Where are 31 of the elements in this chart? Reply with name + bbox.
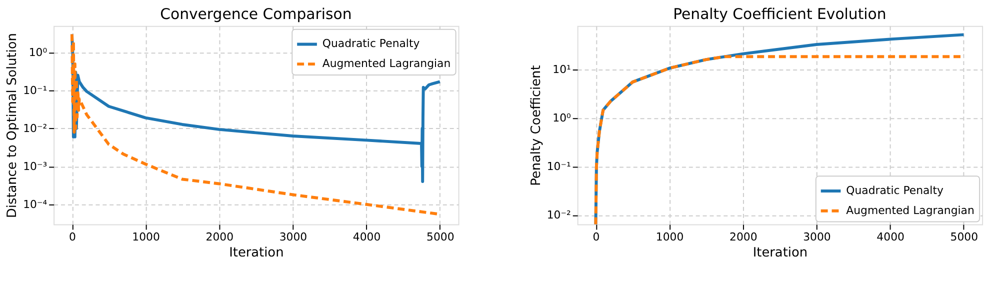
y-tick-label: 10⁻¹ <box>23 84 48 97</box>
legend-label: Augmented Lagrangian <box>322 57 451 70</box>
y-tick-label: 10⁻⁴ <box>23 198 48 211</box>
x-tick-label: 0 <box>592 230 600 244</box>
x-tick-label: 1000 <box>132 230 160 244</box>
x-tick-label: 4000 <box>876 230 904 244</box>
x-tick-label: 5000 <box>950 230 978 244</box>
y-tick-label: 10⁻² <box>23 122 48 135</box>
x-tick-label: 0 <box>68 230 76 244</box>
x-tick-label: 4000 <box>352 230 381 244</box>
y-tick-label: 10⁰ <box>28 46 48 59</box>
x-tick-label: 2000 <box>206 230 234 244</box>
y-axis-title: Penalty Coefficient <box>528 65 544 186</box>
x-tick-label: 1000 <box>656 230 684 244</box>
y-tick-label: 10⁻¹ <box>546 160 571 174</box>
x-tick-label: 3000 <box>279 230 308 244</box>
legend-label: Quadratic Penalty <box>322 37 420 50</box>
x-tick-label: 2000 <box>730 230 758 244</box>
x-axis-title: Iteration <box>752 246 808 260</box>
y-axis-title: Distance to Optimal Solution <box>5 33 20 218</box>
x-tick-label: 5000 <box>426 230 454 244</box>
y-tick-label: 10⁰ <box>552 112 571 125</box>
x-axis-title: Iteration <box>229 246 284 260</box>
y-tick-label: 10¹ <box>552 62 571 76</box>
chart-title: Penalty Coefficient Evolution <box>673 4 886 23</box>
y-tick-label: 10⁻² <box>546 208 571 222</box>
legend-label: Augmented Lagrangian <box>846 204 974 217</box>
chart-title: Convergence Comparison <box>160 4 352 23</box>
y-tick-label: 10⁻³ <box>23 160 48 173</box>
legend-label: Quadratic Penalty <box>846 184 944 198</box>
x-tick-label: 3000 <box>803 230 831 244</box>
